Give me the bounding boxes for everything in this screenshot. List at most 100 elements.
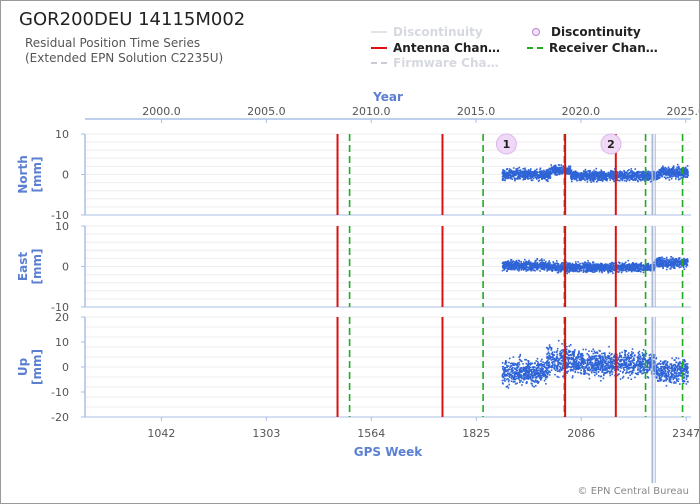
- y-tick-label: 0: [62, 169, 69, 182]
- data-point: [543, 266, 546, 269]
- data-point: [539, 270, 541, 272]
- data-point: [589, 268, 591, 270]
- data-point: [586, 270, 589, 273]
- data-point: [647, 179, 649, 181]
- data-point: [679, 173, 682, 175]
- data-point: [527, 362, 530, 364]
- data-point: [676, 170, 678, 172]
- data-point: [539, 261, 542, 264]
- data-point: [597, 173, 600, 175]
- data-point: [583, 266, 585, 269]
- data-point: [543, 370, 545, 372]
- data-point: [539, 172, 542, 175]
- data-point: [575, 266, 578, 269]
- data-point: [596, 267, 599, 270]
- data-point: [572, 176, 574, 178]
- data-point: [601, 173, 603, 175]
- data-point: [538, 259, 541, 262]
- data-point: [619, 175, 621, 178]
- data-point: [631, 170, 633, 172]
- data-point: [643, 267, 645, 269]
- data-point: [536, 366, 539, 369]
- data-point: [630, 171, 633, 174]
- data-point: [578, 179, 580, 182]
- data-point: [589, 169, 591, 172]
- data-point: [551, 269, 553, 271]
- data-point: [680, 172, 683, 174]
- data-point: [502, 174, 505, 177]
- data-point: [588, 173, 591, 176]
- data-point: [541, 176, 543, 178]
- data-point: [581, 265, 584, 267]
- data-point: [507, 378, 509, 380]
- data-point: [572, 270, 575, 273]
- data-point: [622, 173, 624, 176]
- data-point: [655, 177, 658, 180]
- data-point: [668, 170, 671, 172]
- data-point: [504, 363, 506, 365]
- data-point: [503, 266, 506, 269]
- data-point: [616, 175, 618, 177]
- data-point: [512, 268, 514, 271]
- data-point: [593, 271, 595, 273]
- data-point: [551, 364, 554, 367]
- data-point: [671, 169, 674, 172]
- data-point: [542, 262, 545, 264]
- data-point: [603, 176, 606, 179]
- data-point: [643, 171, 645, 173]
- data-point: [528, 374, 530, 377]
- data-point: [511, 264, 514, 266]
- data-point: [595, 263, 597, 265]
- data-point: [601, 172, 604, 174]
- data-point: [560, 265, 562, 267]
- data-point: [511, 265, 514, 268]
- data-point: [518, 262, 521, 265]
- data-point: [509, 376, 511, 379]
- data-point: [507, 387, 510, 389]
- data-point: [652, 265, 655, 267]
- data-point: [634, 173, 636, 175]
- data-point: [592, 172, 594, 174]
- data-point: [624, 174, 626, 176]
- data-point: [601, 265, 604, 268]
- data-point: [575, 177, 578, 179]
- data-point: [520, 266, 523, 269]
- data-point: [531, 379, 533, 382]
- data-point: [557, 262, 559, 265]
- data-point: [530, 267, 533, 269]
- data-point: [592, 267, 595, 270]
- data-point: [547, 365, 550, 367]
- data-point: [612, 272, 614, 274]
- data-point: [567, 267, 570, 269]
- data-point: [558, 169, 561, 171]
- data-point: [515, 373, 518, 375]
- data-point: [523, 378, 525, 381]
- data-point: [678, 170, 680, 173]
- data-point: [591, 265, 593, 268]
- data-point: [515, 372, 518, 374]
- data-point: [673, 171, 675, 173]
- data-point: [530, 176, 532, 178]
- data-point: [658, 259, 660, 261]
- data-point: [612, 264, 614, 267]
- data-point: [661, 256, 663, 259]
- data-point: [532, 266, 535, 269]
- data-point: [618, 267, 621, 269]
- data-point: [549, 262, 551, 264]
- data-point: [667, 166, 670, 169]
- data-point: [510, 172, 513, 174]
- data-point: [501, 179, 504, 181]
- data-point: [575, 262, 578, 265]
- data-point: [507, 368, 510, 371]
- data-point: [616, 270, 619, 273]
- data-point: [607, 267, 610, 270]
- data-point: [661, 263, 664, 265]
- data-point: [676, 170, 679, 173]
- data-point: [566, 270, 568, 273]
- data-point: [560, 369, 563, 372]
- data-point: [534, 376, 537, 379]
- data-point: [505, 385, 508, 388]
- data-point: [541, 177, 543, 180]
- data-point: [546, 270, 548, 272]
- data-point: [546, 376, 548, 379]
